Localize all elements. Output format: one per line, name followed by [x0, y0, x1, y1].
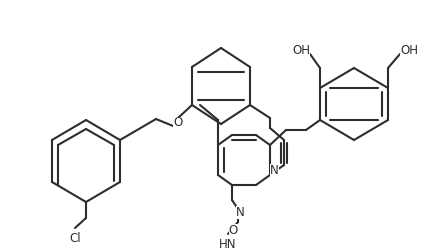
Text: O: O [229, 224, 238, 236]
Text: N: N [270, 164, 279, 176]
Text: OH: OH [292, 44, 310, 56]
Text: N: N [235, 205, 244, 218]
Text: O: O [174, 116, 183, 130]
Text: OH: OH [400, 44, 418, 56]
Text: HN: HN [219, 238, 237, 251]
Text: Cl: Cl [69, 232, 81, 245]
